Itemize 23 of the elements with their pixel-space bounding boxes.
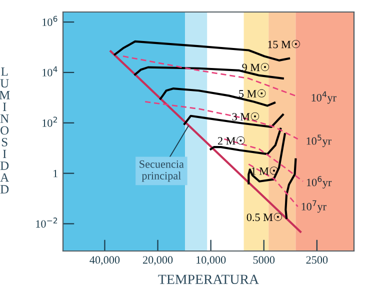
line-series xyxy=(248,133,286,184)
series-label: 10$^{6}$yr xyxy=(306,176,332,188)
x-tick-label: 5000 xyxy=(253,256,275,264)
series-label: 10$^{4}$yr xyxy=(312,91,336,104)
x-tick-label: 10,000 xyxy=(196,256,226,266)
series-label: 2 M☉ xyxy=(218,136,245,145)
y-tick-label: 10$^{6}$ xyxy=(42,16,58,26)
x-tick-label: 20,000 xyxy=(142,256,173,266)
x-tick-label: 2500 xyxy=(306,256,328,264)
series-label: 10$^{5}$yr xyxy=(306,134,332,148)
series-label: 9 M☉ xyxy=(242,62,270,72)
annotation: Secuencia principal xyxy=(140,160,184,182)
x-axis-title: TEMPERATURA xyxy=(158,274,259,284)
y-tick-label: 10$^{2}$ xyxy=(42,116,57,127)
series-label: 0.5 M☉ xyxy=(246,212,282,222)
series-label: 10$^{7}$yr xyxy=(302,200,326,213)
y-tick-label: 10$^{4}$ xyxy=(42,66,58,76)
x-tick-label: 40,000 xyxy=(90,256,120,266)
line-series xyxy=(284,158,297,219)
series-label: 15 M☉ xyxy=(268,40,300,48)
y-tick-label: 1 xyxy=(54,170,58,178)
y-tick-label: 10$^{−2}$ xyxy=(36,218,58,228)
series-label: 5 M☉ xyxy=(239,89,266,98)
